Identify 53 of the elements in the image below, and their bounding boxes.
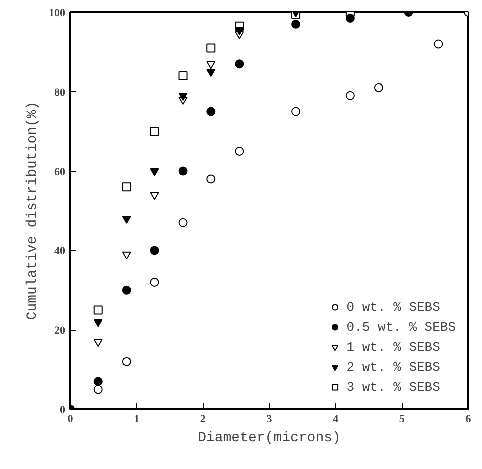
y-tick-label: 100 <box>49 8 66 20</box>
x-tick-label: 5 <box>399 414 406 426</box>
point <box>292 20 301 29</box>
y-tick-label: 0 <box>60 404 66 416</box>
y-tick-label: 40 <box>54 246 66 258</box>
point <box>292 107 301 116</box>
point <box>178 218 188 228</box>
x-axis-title: Diameter(microns) <box>198 430 341 446</box>
y-tick-label: 20 <box>54 325 66 338</box>
point <box>94 319 103 328</box>
point <box>206 107 216 116</box>
point <box>150 278 160 287</box>
point <box>178 93 188 101</box>
point <box>346 91 355 100</box>
point <box>150 192 160 200</box>
y-tick-label: 60 <box>54 166 66 178</box>
point <box>178 166 188 176</box>
legend-label: 2 wt. % SEBS <box>346 360 440 374</box>
point <box>122 252 132 260</box>
legend-label: 1 wt. % SEBS <box>346 340 440 354</box>
point <box>178 72 188 81</box>
x-tick-label: 1 <box>134 414 140 426</box>
point <box>150 246 160 256</box>
x-tick-label: 3 <box>266 414 273 426</box>
point <box>122 216 132 224</box>
point <box>374 83 384 92</box>
point <box>206 44 216 53</box>
point <box>94 306 103 315</box>
x-tick-label: 6 <box>466 414 472 426</box>
point <box>235 146 244 156</box>
point <box>94 385 103 394</box>
point <box>122 357 132 366</box>
point <box>206 69 216 78</box>
y-axis-title: Cumulative distribution(%) <box>25 102 41 320</box>
point <box>434 40 444 49</box>
x-tick-label: 2 <box>200 414 206 426</box>
point <box>122 182 132 192</box>
point <box>150 127 160 136</box>
point <box>346 14 355 23</box>
legend-label: 3 wt. % SEBS <box>346 380 440 394</box>
point <box>235 60 244 69</box>
x-tick-label: 4 <box>333 414 340 426</box>
legend-label: 0 wt. % SEBS <box>346 300 440 314</box>
point <box>122 286 132 295</box>
point <box>94 339 103 348</box>
point <box>94 377 103 386</box>
point <box>206 174 216 184</box>
point <box>206 61 216 70</box>
point <box>150 168 160 176</box>
y-tick-label: 80 <box>54 86 66 99</box>
point <box>235 28 244 36</box>
legend-label: 0.5 wt. % SEBS <box>346 320 456 334</box>
x-tick-label: 0 <box>68 414 74 426</box>
